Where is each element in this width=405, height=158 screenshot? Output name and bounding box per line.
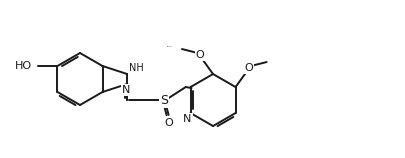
Text: N: N (183, 114, 191, 124)
Text: O: O (164, 118, 173, 128)
Text: O: O (243, 63, 252, 73)
Text: N: N (122, 85, 130, 95)
Text: O: O (195, 50, 204, 60)
Text: S: S (159, 94, 167, 106)
Text: HO: HO (15, 61, 32, 71)
Text: NH: NH (129, 63, 144, 73)
Text: methoxy: methoxy (166, 45, 173, 47)
